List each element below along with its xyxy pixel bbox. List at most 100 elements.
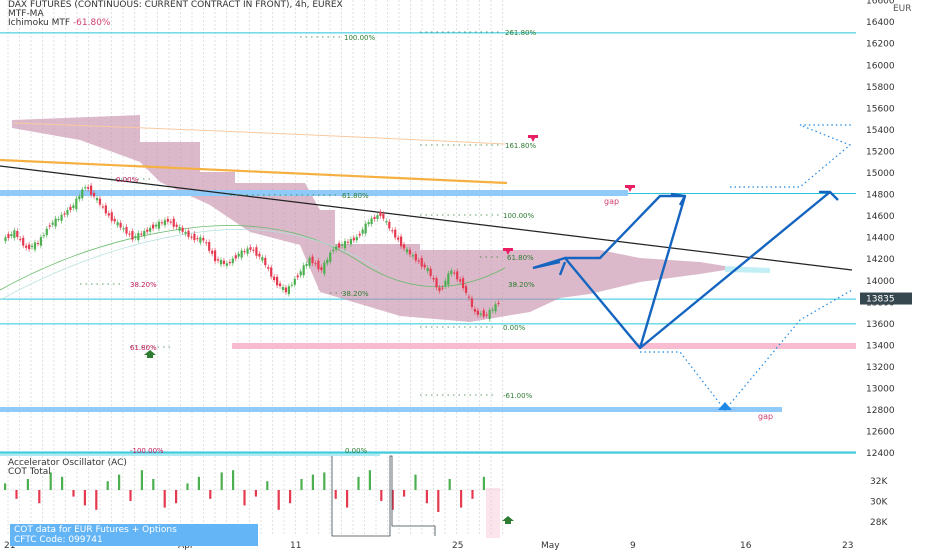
candle-body [173,219,175,227]
candle-body [16,231,18,237]
candle-body [13,230,15,238]
candle-body [403,244,405,248]
price-axis-label: 14400 [866,234,895,244]
candle-body [465,286,467,293]
candle-body [205,242,207,243]
candle-body [69,207,71,210]
candle-body [66,210,68,215]
candle-body [297,276,299,278]
candle-body [424,265,426,268]
candle-body [468,297,470,298]
price-axis-label: 16000 [866,61,895,71]
candle-body [373,217,375,219]
candle-body [190,237,192,238]
candle-body [258,254,260,257]
candle-body [28,245,30,249]
cot-info-line-1: COT data for EUR Futures + Options [14,525,254,535]
oscillator-bar [312,475,314,490]
candle-body [46,229,48,236]
candle-body [161,222,163,223]
candle-body [52,223,54,225]
price-axis-label: 16400 [866,18,895,28]
candle-body [453,273,455,274]
candle-body [300,271,302,275]
candle-body [353,238,355,241]
candle-body [134,236,136,237]
candle-body [238,254,240,257]
time-axis-label: 16 [740,541,752,550]
oscillator-bar [369,470,371,490]
oscillator-bar [437,490,439,512]
candle-body [409,250,411,255]
price-axis-label: 13400 [866,341,895,351]
candle-body [244,251,246,252]
candle-body [179,227,181,231]
price-axis-label: 14000 [866,277,895,287]
candle-body [187,231,189,237]
oscillator-bar [266,481,268,490]
oscillator-bar [460,490,462,508]
candle-body [365,224,367,234]
candle-body [232,259,234,264]
candle-body [96,198,98,200]
candle-body [317,261,319,270]
candle-body [291,285,293,286]
candle-body [223,261,225,264]
candle-body [19,239,21,240]
candle-body [255,247,257,256]
fib-level-label: 38.20% [508,281,535,289]
candle-body [261,257,263,260]
oscillator-bar [209,490,211,499]
candle-body [376,215,378,219]
candle-body [158,222,160,229]
currency-label: EUR [893,5,912,14]
candle-body [102,207,104,208]
price-axis-label: 12600 [866,428,895,438]
price-axis-label: 13000 [866,385,895,395]
time-axis-label: 23 [842,541,853,550]
ichimoku-name: Ichimoku MTF [8,18,70,28]
candle-body [229,262,231,263]
candle-body [34,242,36,249]
oscillator-bar [129,490,131,501]
candle-body [332,250,334,252]
candle-body [415,254,417,261]
candle-body [111,212,113,221]
time-axis-label: 25 [452,541,463,550]
candle-body [356,237,358,240]
price-axis-label: 13600 [866,320,895,330]
oscillator-bar [232,470,234,490]
candle-body [273,277,275,280]
candle-body [459,279,461,281]
price-axis-label: 12400 [866,449,895,459]
candle-body [326,260,328,263]
indicator-ichimoku-label: Ichimoku MTF -61.80% [8,19,110,28]
candle-body [31,246,33,247]
fib-level-label: 38.20% [130,281,157,289]
fib-level-label: 161.80% [505,142,536,150]
candle-body [435,278,437,287]
candle-body [320,267,322,270]
oscillator-bar [357,477,359,490]
fib-level-label: 38.20% [342,290,369,298]
candle-body [329,253,331,262]
candle-body [99,199,101,205]
candle-body [125,227,127,234]
candle-body [379,212,381,216]
oscillator-bar [175,490,177,503]
oscillator-bar [403,490,405,497]
candle-body [480,314,482,315]
fib-level-label: 100.00% [503,212,534,220]
oscillator-bar [483,477,485,490]
oscillator-bar [152,479,154,490]
candle-body [385,221,387,222]
ichimoku-note: -61.80% [73,18,111,28]
candle-body [137,233,139,240]
candle-body [388,222,390,229]
candle-body [474,309,476,312]
candle-body [226,263,228,266]
candle-body [78,196,80,199]
candle-body [182,228,184,232]
